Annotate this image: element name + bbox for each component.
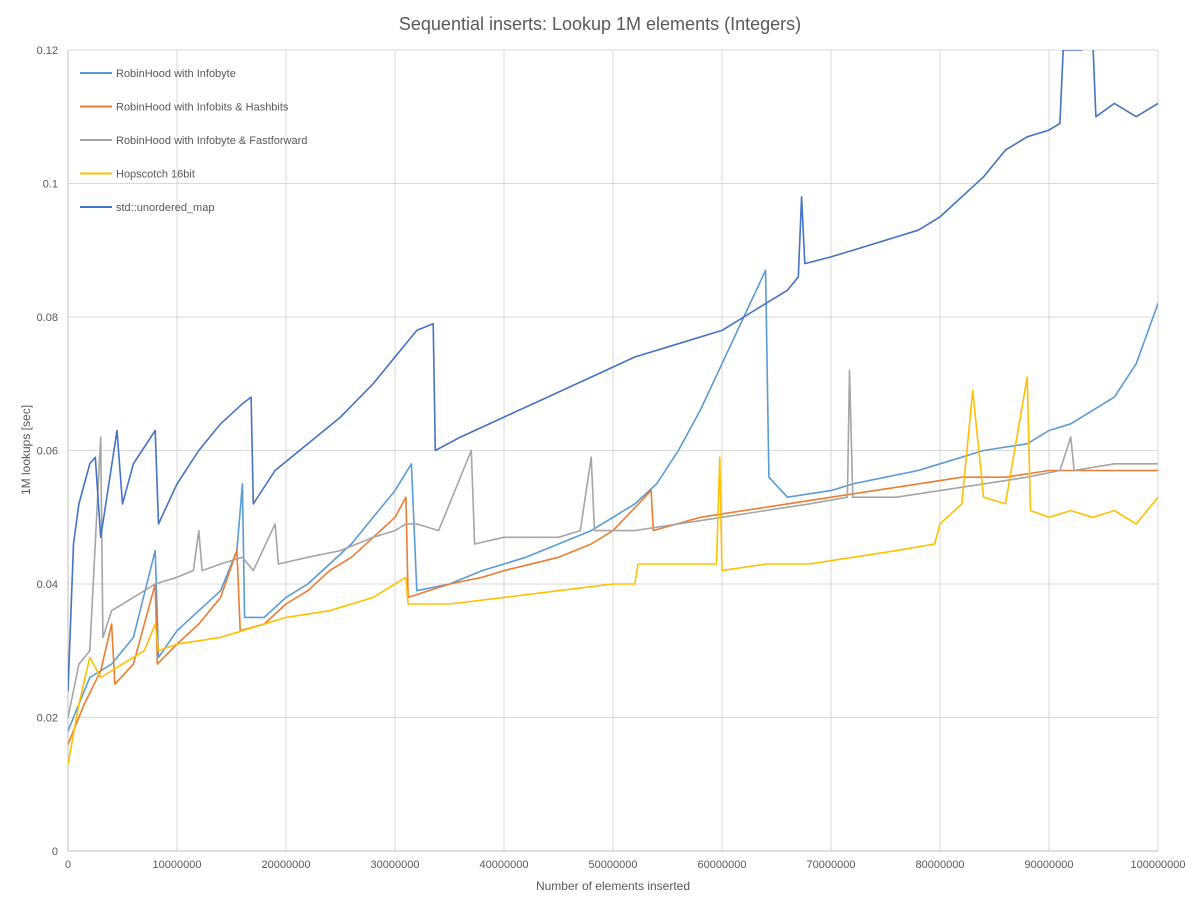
y-tick-label: 0.06 xyxy=(37,446,58,458)
legend-label-robinhood-with-infobits-hashbits: RobinHood with Infobits & Hashbits xyxy=(116,102,289,114)
series-line-robinhood-with-infobyte xyxy=(68,269,1158,732)
legend-label-std-unordered-map: std::unordered_map xyxy=(116,202,214,214)
x-tick-label: 100000000 xyxy=(1130,859,1185,871)
series-lines xyxy=(68,50,1158,766)
series-line-robinhood-with-infobyte-fastforward xyxy=(68,369,1158,719)
legend-label-robinhood-with-infobyte-fastforward: RobinHood with Infobyte & Fastforward xyxy=(116,135,307,147)
gridlines xyxy=(68,49,1159,851)
legend: RobinHood with Infobyte RobinHood with In… xyxy=(80,68,307,214)
x-tick-label: 20000000 xyxy=(262,859,311,871)
y-tick-label: 0 xyxy=(52,846,58,858)
x-tick-label: 50000000 xyxy=(589,859,638,871)
y-tick-label: 0.12 xyxy=(37,45,58,57)
y-axis-label: 1M lookups [sec] xyxy=(19,405,33,495)
x-tick-label: 80000000 xyxy=(916,859,965,871)
y-tick-label: 0.08 xyxy=(37,312,58,324)
x-tick-label: 30000000 xyxy=(371,859,420,871)
legend-label-robinhood-with-infobyte: RobinHood with Infobyte xyxy=(116,68,236,80)
x-tick-label: 40000000 xyxy=(480,859,529,871)
series-line-std-unordered-map xyxy=(68,50,1158,692)
y-tick-label: 0.1 xyxy=(43,179,58,191)
x-tick-label: 70000000 xyxy=(807,859,856,871)
x-tick-label: 10000000 xyxy=(153,859,202,871)
x-tick-label: 60000000 xyxy=(698,859,747,871)
series-line-hopscotch-16bit xyxy=(68,376,1158,766)
x-tick-label: 0 xyxy=(65,859,71,871)
legend-label-hopscotch-16bit: Hopscotch 16bit xyxy=(116,169,195,181)
y-tick-label: 0.02 xyxy=(37,713,58,725)
chart-title: Sequential inserts: Lookup 1M elements (… xyxy=(399,14,801,34)
axes: 0 0.02 0.04 0.06 0.08 0.1 0.12 0 10000000 2000000… xyxy=(37,45,1186,871)
y-tick-label: 0.04 xyxy=(37,579,58,591)
x-axis-label: Number of elements inserted xyxy=(536,879,690,893)
x-tick-label: 90000000 xyxy=(1025,859,1074,871)
